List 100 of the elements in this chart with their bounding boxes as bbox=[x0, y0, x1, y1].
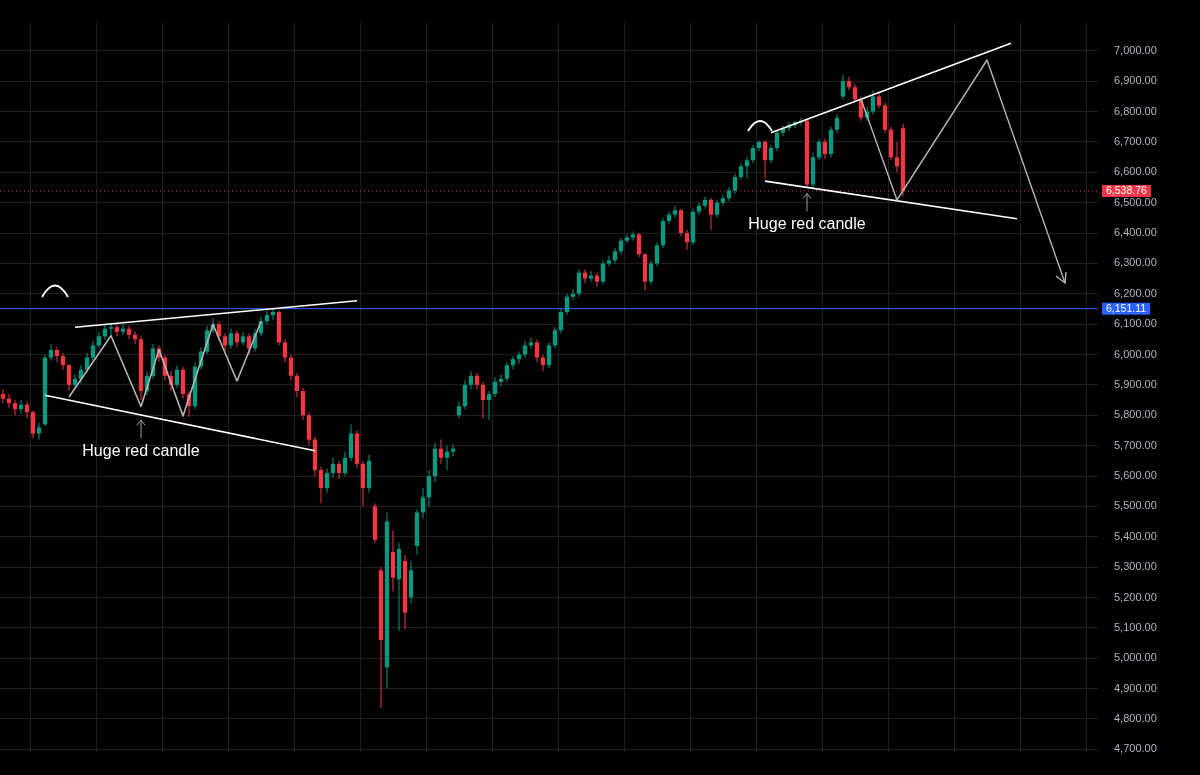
candlestick bbox=[744, 156, 750, 179]
candlestick bbox=[630, 231, 636, 242]
candlestick bbox=[846, 76, 852, 91]
candlestick bbox=[822, 138, 828, 160]
candlestick bbox=[120, 323, 126, 336]
candlestick bbox=[594, 272, 600, 287]
candlestick bbox=[768, 144, 774, 164]
candlestick bbox=[264, 310, 270, 325]
candlestick bbox=[510, 355, 516, 371]
candlestick bbox=[108, 322, 114, 336]
candlestick bbox=[750, 144, 756, 164]
candlestick bbox=[126, 325, 132, 340]
candlestick bbox=[528, 337, 534, 349]
candlestick bbox=[72, 373, 78, 390]
y-tick-label: 4,800.00 bbox=[1114, 712, 1157, 725]
candlestick bbox=[90, 340, 96, 362]
candlestick bbox=[294, 372, 300, 398]
candlestick bbox=[174, 364, 180, 389]
candlestick bbox=[342, 451, 348, 477]
y-tick-label: 6,200.00 bbox=[1114, 286, 1157, 299]
candlestick bbox=[48, 343, 54, 362]
annotation: Huge red candle bbox=[82, 441, 200, 459]
candlestick bbox=[684, 229, 690, 251]
candlestick bbox=[504, 361, 510, 383]
y-tick-label: 5,400.00 bbox=[1114, 529, 1157, 542]
y-tick-label: 6,400.00 bbox=[1114, 226, 1157, 239]
candlestick bbox=[534, 338, 540, 363]
candlestick bbox=[222, 332, 228, 353]
candlestick bbox=[558, 308, 564, 334]
candlestick bbox=[588, 270, 594, 283]
candlestick bbox=[234, 329, 240, 348]
candlestick bbox=[654, 241, 660, 267]
candlestick bbox=[450, 443, 456, 457]
candlestick bbox=[720, 194, 726, 207]
candlestick bbox=[480, 381, 486, 419]
y-tick-label: 5,600.00 bbox=[1114, 469, 1157, 482]
candlestick bbox=[468, 370, 474, 390]
candlestick bbox=[708, 197, 714, 231]
y-tick-label: 6,900.00 bbox=[1114, 74, 1157, 87]
candlestick bbox=[420, 487, 426, 520]
ref-line-label: 6,538.76 bbox=[1106, 183, 1148, 196]
candlestick bbox=[240, 331, 246, 346]
candlestick bbox=[438, 439, 444, 465]
candlestick bbox=[672, 205, 678, 219]
candlestick bbox=[600, 259, 606, 286]
candlestick bbox=[288, 354, 294, 381]
candlestick bbox=[486, 390, 492, 421]
candlestick bbox=[840, 74, 846, 100]
candlestick bbox=[546, 341, 552, 369]
candlestick bbox=[732, 173, 738, 195]
y-tick-label: 7,000.00 bbox=[1114, 43, 1157, 56]
candlestick bbox=[678, 208, 684, 237]
y-tick-label: 6,600.00 bbox=[1114, 165, 1157, 178]
candlestick bbox=[12, 399, 18, 416]
y-tick-label: 6,800.00 bbox=[1114, 104, 1157, 117]
candlestick bbox=[498, 373, 504, 387]
candlestick bbox=[582, 269, 588, 284]
y-tick-label: 5,800.00 bbox=[1114, 408, 1157, 421]
y-tick-label: 6,500.00 bbox=[1114, 195, 1157, 208]
candlestick bbox=[552, 326, 558, 349]
candlestick bbox=[894, 141, 900, 173]
candlestick bbox=[702, 196, 708, 210]
y-tick-label: 6,100.00 bbox=[1114, 317, 1157, 330]
candlestick bbox=[648, 259, 654, 286]
y-tick-label: 5,200.00 bbox=[1114, 590, 1157, 603]
candlestick bbox=[228, 328, 234, 349]
candlestick bbox=[30, 410, 36, 439]
candlestick bbox=[114, 323, 120, 337]
y-tick-label: 6,300.00 bbox=[1114, 256, 1157, 269]
candlestick bbox=[714, 199, 720, 219]
candlestick bbox=[282, 338, 288, 363]
annotation: Huge red candle bbox=[748, 214, 866, 232]
candlestick bbox=[462, 379, 468, 410]
candlestick bbox=[624, 234, 630, 245]
candlestick bbox=[570, 288, 576, 301]
candlestick bbox=[834, 114, 840, 134]
y-tick-label: 5,500.00 bbox=[1114, 499, 1157, 512]
candlestick bbox=[66, 363, 72, 392]
candlestick bbox=[870, 89, 876, 116]
candlestick bbox=[270, 308, 276, 321]
candlestick bbox=[852, 83, 858, 103]
candlestick bbox=[0, 388, 6, 404]
candlestick bbox=[564, 293, 570, 316]
candlestick bbox=[756, 139, 762, 152]
candlestick bbox=[336, 460, 342, 480]
y-tick-label: 5,100.00 bbox=[1114, 620, 1157, 633]
candlestick bbox=[54, 346, 60, 363]
ref-line-label: 6,151.11 bbox=[1106, 301, 1147, 314]
candlestick bbox=[330, 457, 336, 479]
y-tick-label: 4,900.00 bbox=[1114, 681, 1157, 694]
candlestick bbox=[492, 376, 498, 398]
candlestick bbox=[666, 211, 672, 225]
y-tick-label: 5,000.00 bbox=[1114, 651, 1157, 664]
candlestick bbox=[816, 138, 822, 161]
candlestick bbox=[762, 139, 768, 179]
candlestick bbox=[324, 467, 330, 494]
y-tick-label: 5,700.00 bbox=[1114, 438, 1157, 451]
candlestick bbox=[696, 202, 702, 216]
y-tick-label: 4,700.00 bbox=[1114, 742, 1157, 755]
y-tick-label: 5,900.00 bbox=[1114, 377, 1157, 390]
